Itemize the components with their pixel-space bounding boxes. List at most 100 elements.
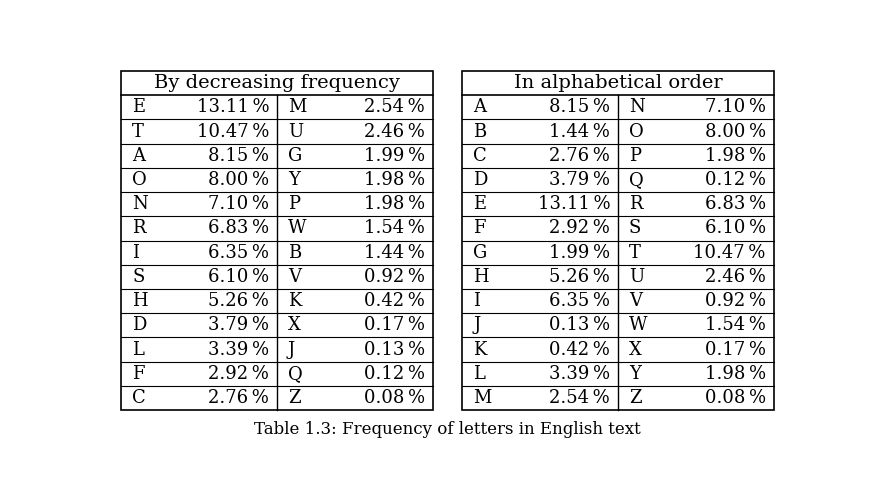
Text: I: I — [473, 292, 480, 310]
Text: T: T — [629, 244, 641, 262]
Text: Z: Z — [629, 389, 642, 407]
Text: C: C — [132, 389, 146, 407]
Text: 13.11 %: 13.11 % — [196, 99, 269, 116]
Text: N: N — [629, 99, 644, 116]
Text: 1.98 %: 1.98 % — [705, 365, 766, 383]
Text: 7.10 %: 7.10 % — [705, 99, 766, 116]
Text: 6.35 %: 6.35 % — [208, 244, 269, 262]
Text: 5.26 %: 5.26 % — [209, 292, 269, 310]
Text: X: X — [288, 316, 300, 334]
Text: V: V — [288, 268, 301, 286]
Text: U: U — [629, 268, 644, 286]
Text: 0.17 %: 0.17 % — [705, 341, 766, 358]
Text: 1.98 %: 1.98 % — [705, 147, 766, 165]
Text: L: L — [132, 341, 144, 358]
Text: E: E — [473, 195, 486, 213]
Text: E: E — [132, 99, 145, 116]
Text: S: S — [132, 268, 145, 286]
Text: M: M — [473, 389, 491, 407]
Text: 6.10 %: 6.10 % — [705, 219, 766, 238]
Text: U: U — [288, 123, 303, 141]
Text: 3.79 %: 3.79 % — [549, 171, 610, 189]
Text: I: I — [132, 244, 139, 262]
Text: 1.54 %: 1.54 % — [364, 219, 425, 238]
Text: L: L — [473, 365, 485, 383]
Text: 0.92 %: 0.92 % — [705, 292, 766, 310]
Text: H: H — [473, 268, 489, 286]
Text: N: N — [132, 195, 148, 213]
Text: W: W — [629, 316, 647, 334]
Text: F: F — [473, 219, 485, 238]
Text: 1.54 %: 1.54 % — [705, 316, 766, 334]
Text: 2.46 %: 2.46 % — [364, 123, 425, 141]
Text: 13.11 %: 13.11 % — [538, 195, 610, 213]
Text: C: C — [473, 147, 487, 165]
Text: Q: Q — [288, 365, 303, 383]
Text: 1.44 %: 1.44 % — [549, 123, 610, 141]
Text: 2.46 %: 2.46 % — [705, 268, 766, 286]
Text: B: B — [473, 123, 486, 141]
Text: 1.44 %: 1.44 % — [364, 244, 425, 262]
Text: 0.12 %: 0.12 % — [364, 365, 425, 383]
Text: 6.35 %: 6.35 % — [549, 292, 610, 310]
Text: D: D — [132, 316, 147, 334]
Text: 3.39 %: 3.39 % — [549, 365, 610, 383]
Text: Z: Z — [288, 389, 300, 407]
Text: M: M — [288, 99, 306, 116]
Text: 7.10 %: 7.10 % — [208, 195, 269, 213]
Text: O: O — [132, 171, 147, 189]
Text: G: G — [473, 244, 487, 262]
Text: X: X — [629, 341, 642, 358]
Text: 0.13 %: 0.13 % — [364, 341, 425, 358]
Text: S: S — [629, 219, 641, 238]
Text: 1.99 %: 1.99 % — [549, 244, 610, 262]
Text: A: A — [473, 99, 486, 116]
Text: B: B — [288, 244, 301, 262]
Text: V: V — [629, 292, 642, 310]
Text: 0.08 %: 0.08 % — [364, 389, 425, 407]
Text: 0.92 %: 0.92 % — [364, 268, 425, 286]
Text: 8.15 %: 8.15 % — [549, 99, 610, 116]
Text: 10.47 %: 10.47 % — [196, 123, 269, 141]
Text: 0.13 %: 0.13 % — [549, 316, 610, 334]
Text: 10.47 %: 10.47 % — [693, 244, 766, 262]
Text: P: P — [288, 195, 299, 213]
Text: J: J — [473, 316, 480, 334]
Text: R: R — [629, 195, 643, 213]
Text: 8.00 %: 8.00 % — [208, 171, 269, 189]
Text: G: G — [288, 147, 302, 165]
Text: 0.08 %: 0.08 % — [705, 389, 766, 407]
Text: 1.98 %: 1.98 % — [364, 195, 425, 213]
Text: Q: Q — [629, 171, 643, 189]
Text: 0.12 %: 0.12 % — [705, 171, 766, 189]
Text: 6.10 %: 6.10 % — [208, 268, 269, 286]
Text: 3.79 %: 3.79 % — [208, 316, 269, 334]
Text: 2.54 %: 2.54 % — [549, 389, 610, 407]
Text: 5.26 %: 5.26 % — [549, 268, 610, 286]
Text: 2.92 %: 2.92 % — [209, 365, 269, 383]
Text: 0.42 %: 0.42 % — [549, 341, 610, 358]
Text: Y: Y — [629, 365, 641, 383]
Text: T: T — [132, 123, 144, 141]
Text: 1.98 %: 1.98 % — [364, 171, 425, 189]
Text: W: W — [288, 219, 306, 238]
Text: K: K — [288, 292, 301, 310]
Text: 2.76 %: 2.76 % — [209, 389, 269, 407]
Text: O: O — [629, 123, 643, 141]
Text: 0.42 %: 0.42 % — [364, 292, 425, 310]
Text: 2.76 %: 2.76 % — [549, 147, 610, 165]
Text: K: K — [473, 341, 486, 358]
Text: 2.54 %: 2.54 % — [364, 99, 425, 116]
Text: D: D — [473, 171, 487, 189]
Bar — [121, 71, 432, 410]
Text: J: J — [288, 341, 295, 358]
Text: R: R — [132, 219, 146, 238]
Text: 6.83 %: 6.83 % — [705, 195, 766, 213]
Text: In alphabetical order: In alphabetical order — [513, 74, 722, 92]
Text: F: F — [132, 365, 145, 383]
Text: By decreasing frequency: By decreasing frequency — [154, 74, 400, 92]
Bar — [463, 71, 773, 410]
Text: Table 1.3: Frequency of letters in English text: Table 1.3: Frequency of letters in Engli… — [254, 421, 641, 438]
Text: 8.15 %: 8.15 % — [208, 147, 269, 165]
Text: A: A — [132, 147, 145, 165]
